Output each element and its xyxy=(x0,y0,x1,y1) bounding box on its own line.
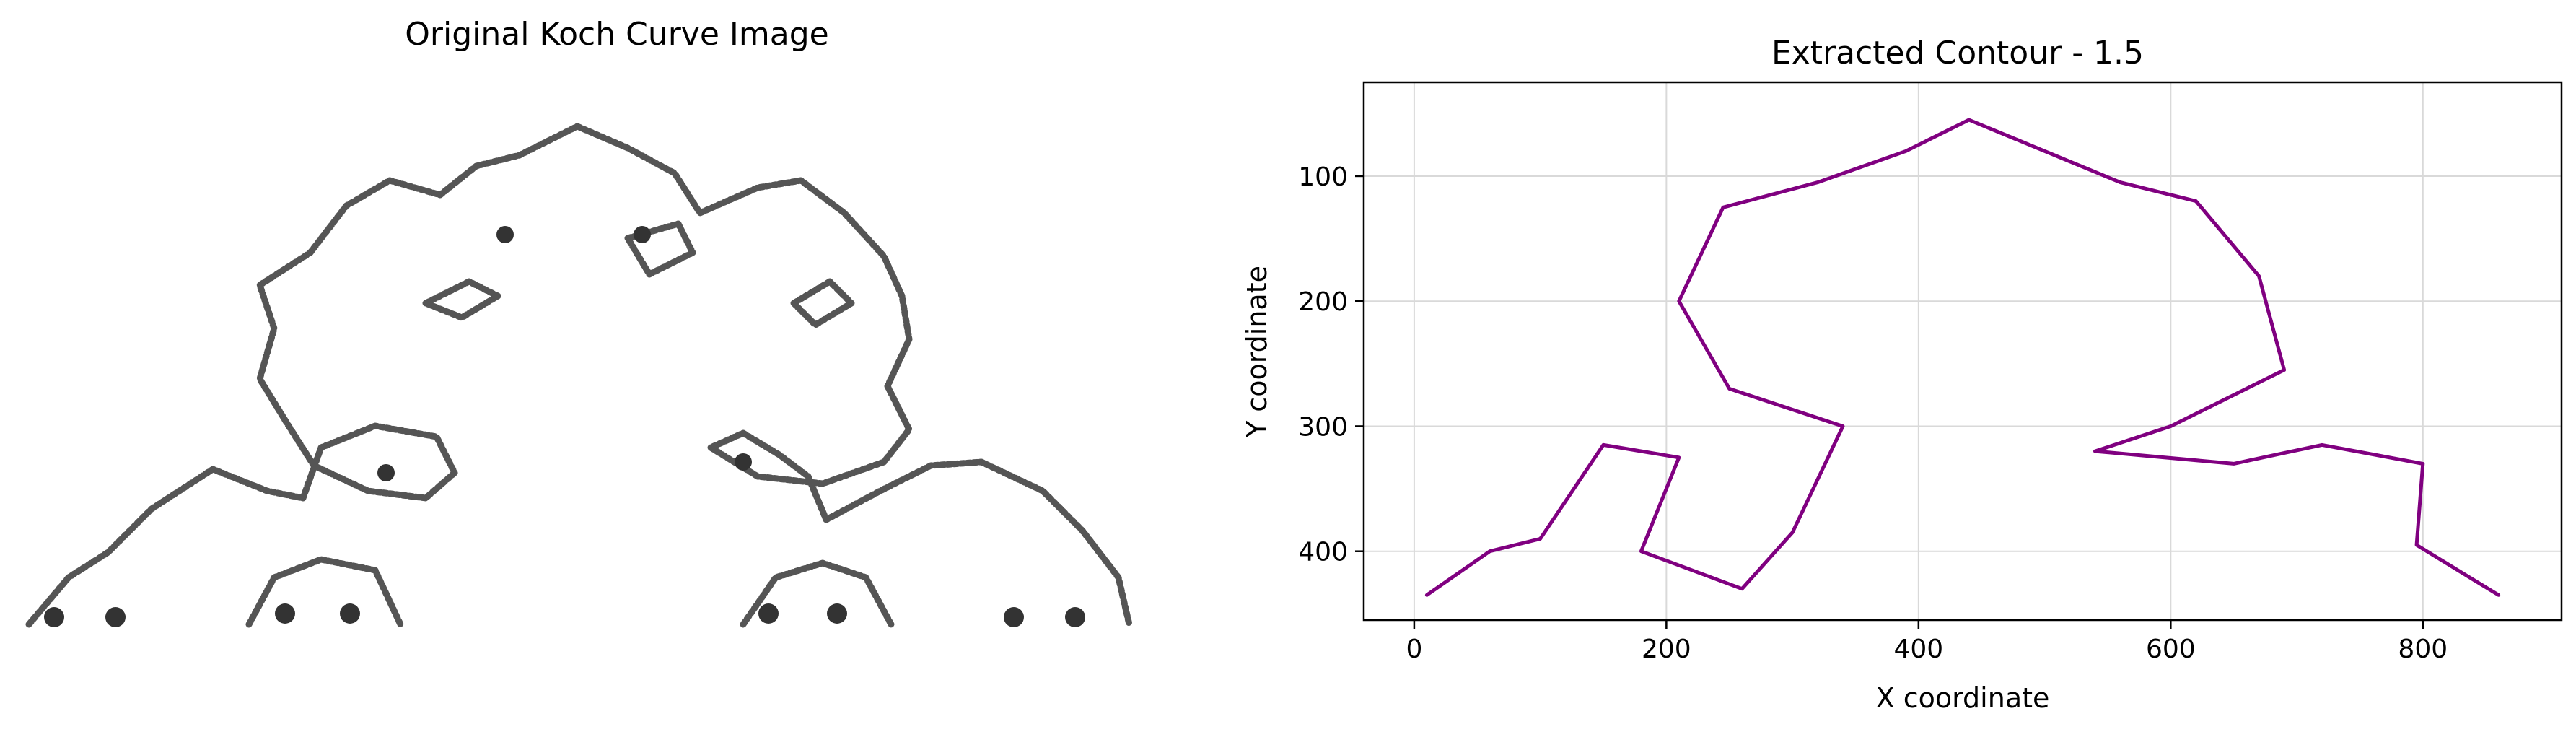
x-axis-ticks: 0 200 400 600 800 xyxy=(1406,620,2448,664)
left-panel-title: Original Koch Curve Image xyxy=(405,16,828,53)
plot-frame xyxy=(1362,81,2563,622)
right-panel-title: Extracted Contour - 1.5 xyxy=(1771,35,2144,71)
y-axis-label: Y coordinate xyxy=(1241,266,1273,438)
fractal-curve-image xyxy=(25,123,1133,628)
y-axis-ticks: 100 200 300 400 xyxy=(1298,162,1364,567)
contour-line-0 xyxy=(1424,118,2501,597)
x-tick-label: 400 xyxy=(1893,634,1943,664)
y-tick-label: 200 xyxy=(1298,287,1348,317)
left-panel: Original Koch Curve Image xyxy=(25,16,1133,628)
x-tick-label: 200 xyxy=(1642,634,1691,664)
y-tick-label: 300 xyxy=(1298,412,1348,442)
y-tick-label: 400 xyxy=(1298,538,1348,567)
x-axis-label: X coordinate xyxy=(1876,682,2050,714)
x-tick-label: 0 xyxy=(1406,634,1422,664)
grid xyxy=(1364,82,2562,620)
contour-series xyxy=(1424,118,2501,597)
x-tick-label: 800 xyxy=(2398,634,2448,664)
x-tick-label: 600 xyxy=(2146,634,2196,664)
right-panel: Extracted Contour - 1.5 0 200 400 600 800 10… xyxy=(1241,35,2563,714)
fractal-curve-dark-clusters xyxy=(44,226,1085,627)
y-tick-label: 100 xyxy=(1298,162,1348,192)
